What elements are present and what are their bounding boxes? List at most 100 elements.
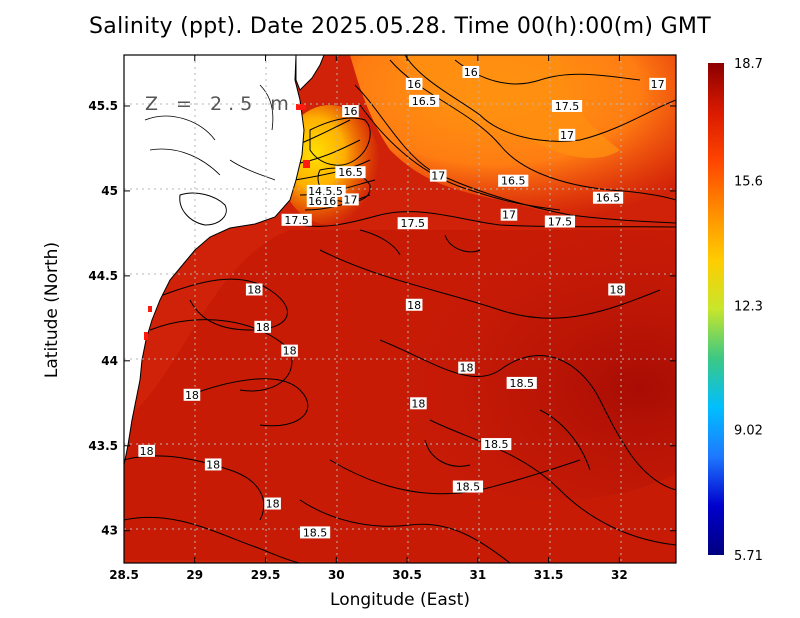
contour-label: 18	[185, 389, 199, 402]
y-tick-label: 43	[101, 524, 118, 538]
x-tick-label: 30	[328, 568, 345, 582]
contour-label-bg	[405, 298, 423, 311]
y-axis-label: Latitude (North)	[42, 241, 62, 379]
contour-label: 18	[407, 299, 421, 312]
contour-label-bg	[281, 213, 312, 226]
contour-label: 18.5	[303, 526, 328, 539]
map-title: Salinity (ppt). Date 2025.05.28. Time 00…	[89, 14, 711, 39]
contour-label-bg	[320, 195, 338, 208]
contour-label: 16.5	[596, 192, 621, 205]
x-tick-label: 29.5	[251, 568, 281, 582]
contour-label: 17.5	[555, 100, 580, 113]
contour-label: 18	[206, 458, 220, 471]
contour-label-bg	[592, 191, 624, 204]
y-tick-label: 45.5	[88, 99, 118, 113]
x-tick-label: 31	[469, 568, 486, 582]
contour-label: 14	[308, 185, 322, 198]
contour-label: 18	[256, 321, 270, 334]
contour-label-bg	[204, 458, 222, 471]
contour-label-bg	[299, 526, 331, 539]
land-borders	[144, 84, 276, 181]
x-axis-label: Longitude (East)	[330, 590, 470, 610]
contour-label: 18.5	[456, 481, 481, 494]
x-tick-label: 32	[611, 568, 628, 582]
contour-label: 16	[343, 105, 357, 118]
contour-label-bg	[281, 344, 298, 357]
land-and-coast	[123, 54, 325, 466]
contour-label: 18	[411, 397, 425, 410]
contour-label-bg	[462, 65, 480, 78]
contour-label: 16	[407, 78, 421, 91]
depth-label: Z = 2.5 m	[145, 93, 295, 115]
colorbar	[708, 63, 724, 555]
contour-label-bg	[649, 77, 666, 90]
contour-label-bg	[138, 444, 155, 457]
y-tick-label: 45	[101, 184, 118, 198]
y-axis: 43 43.5 44 44.5 45 45.5	[88, 99, 676, 538]
contour-label: 15.5	[318, 185, 343, 198]
x-tick-label: 31.5	[534, 568, 564, 582]
colorbar-ticks: 18.7 15.6 12.3 9.02 5.71	[734, 57, 763, 564]
contour-label-bg	[254, 320, 272, 333]
contour-label: 18.5	[484, 438, 509, 451]
contour-label: 16	[308, 195, 322, 208]
contour-label-bg	[405, 77, 423, 90]
contour-label: 17.5	[400, 217, 425, 230]
contour-label: 16.5	[412, 95, 437, 108]
contour-label: 16	[322, 195, 336, 208]
contour-label-bg	[558, 128, 576, 141]
grid-lines	[124, 55, 676, 563]
contour-label-bg	[264, 497, 281, 510]
contour-label-bg	[481, 438, 512, 451]
contour-label: 17	[560, 129, 574, 142]
lagoon	[179, 192, 227, 226]
colorbar-tick-label: 5.71	[734, 549, 763, 564]
contour-label: 17	[343, 193, 357, 206]
contour-label: 17.5	[548, 216, 573, 229]
x-axis: 28.5 29 29.5 30 30.5 31 31.5 32	[109, 55, 628, 582]
contour-label-bg	[458, 361, 475, 374]
contour-label-bg	[500, 208, 518, 221]
y-tick-label: 43.5	[88, 439, 118, 453]
contour-label-bg	[608, 283, 625, 296]
contour-label-bg	[342, 193, 359, 206]
contour-label-bg	[452, 480, 484, 493]
x-tick-label: 30.5	[392, 568, 422, 582]
contour-label: 18	[460, 362, 474, 375]
contour-label-bg	[506, 376, 537, 389]
contour-label-bg	[429, 169, 447, 182]
contour-label-bg	[551, 99, 583, 112]
contour-label-bg	[245, 283, 263, 296]
x-tick-label: 28.5	[109, 568, 139, 582]
contour-label-bg	[183, 388, 201, 401]
colorbar-tick-label: 12.3	[734, 299, 763, 314]
contour-label: 18	[610, 283, 624, 296]
contour-label: 18.5	[509, 377, 534, 390]
contour-label: 18	[266, 498, 280, 511]
contour-label: 17	[651, 78, 665, 91]
contour-label-bg	[498, 174, 529, 187]
contour-label: 16.5	[501, 175, 526, 188]
contour-label: 17	[431, 170, 445, 183]
y-tick-label: 44.5	[88, 269, 118, 283]
colorbar-tick-label: 15.6	[734, 174, 763, 189]
contour-label: 18	[247, 283, 261, 296]
contour-label: 16	[464, 66, 478, 79]
coastline	[123, 54, 305, 466]
y-tick-label: 44	[101, 354, 118, 368]
contour-label-bg	[335, 166, 366, 179]
contour-label-bg	[306, 195, 324, 208]
contour-label: 18	[140, 445, 154, 458]
contour-label: 18	[283, 345, 297, 358]
plot-frame	[123, 54, 677, 564]
contour-label: 17.5	[284, 214, 309, 227]
contour-label-bg	[408, 94, 440, 107]
colorbar-tick-label: 18.7	[734, 57, 763, 72]
contour-label-bg	[397, 217, 428, 230]
contour-label-bg	[410, 397, 427, 410]
x-tick-label: 29	[186, 568, 203, 582]
contour-label: 17	[502, 209, 516, 222]
contour-label-bg	[306, 184, 324, 197]
